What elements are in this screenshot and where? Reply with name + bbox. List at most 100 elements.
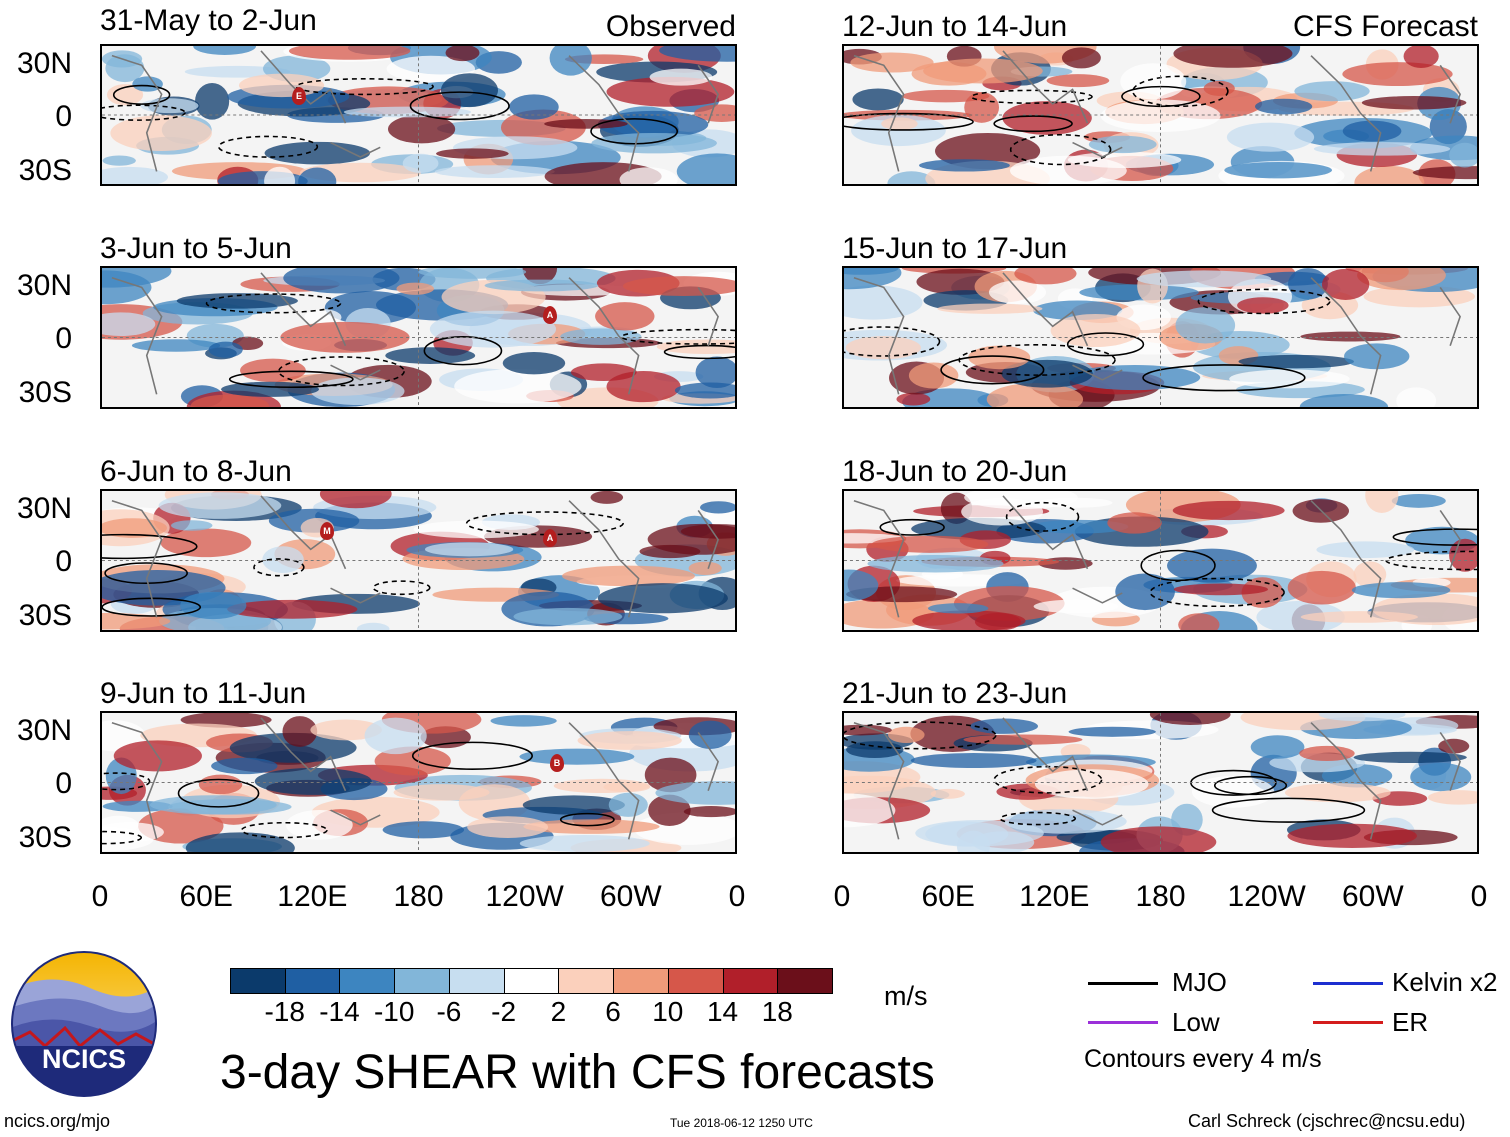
contours-note: Contours every 4 m/s <box>1084 1045 1322 1073</box>
shear-blob <box>844 793 896 828</box>
mjo-contour <box>112 84 171 105</box>
shear-blob <box>264 141 371 165</box>
lon-label-1-2: 60E <box>179 880 233 913</box>
legend-line-low <box>1088 1021 1158 1024</box>
mjo-contour <box>1005 501 1080 532</box>
shear-blob <box>1167 548 1257 583</box>
shear-blob <box>1357 268 1446 291</box>
shear-blob <box>102 815 139 835</box>
lon-label-2-2: 60E <box>921 880 975 913</box>
shear-blob <box>282 716 318 747</box>
shear-blob <box>193 46 257 55</box>
colorbar-label: -18 <box>264 996 305 1027</box>
mjo-contour <box>278 356 405 387</box>
mjo-contour <box>940 355 1045 385</box>
lat-label-1-3: 30S <box>18 154 72 187</box>
colorbar-swatch <box>558 968 615 994</box>
shear-blob <box>509 94 559 120</box>
shear-blob <box>961 497 1044 526</box>
shear-blob <box>364 717 427 755</box>
shear-blob <box>1449 538 1477 572</box>
lat-label-1-2: 0 <box>55 100 72 133</box>
shear-blob <box>208 341 243 358</box>
shear-blob <box>1100 826 1217 852</box>
shear-blob <box>102 312 156 337</box>
colorbar-swatch <box>722 968 779 994</box>
shear-blob <box>844 285 923 320</box>
colorbar-label: 14 <box>706 996 739 1027</box>
map-panel-fcst-4 <box>842 711 1479 854</box>
map-shading <box>844 268 1477 407</box>
shear-blob <box>908 362 959 389</box>
lon-label-2-5: 120W <box>1227 880 1306 913</box>
shear-blob <box>606 371 681 403</box>
map-shading <box>844 46 1477 184</box>
shear-blob <box>1287 570 1356 605</box>
shear-blob <box>434 165 555 179</box>
shear-blob <box>577 731 682 750</box>
lon-label-2-4: 180 <box>1135 880 1186 913</box>
shear-blob <box>1342 120 1402 142</box>
shear-blob <box>1256 600 1345 630</box>
mjo-contour <box>295 78 434 96</box>
map-shading <box>102 713 735 852</box>
shear-blob <box>597 583 728 614</box>
mjo-contour <box>999 811 1077 826</box>
shear-blob <box>198 774 243 795</box>
mjo-contour <box>844 326 941 357</box>
shear-blob <box>590 491 624 504</box>
footer-url[interactable]: ncics.org/mjo <box>4 1111 111 1131</box>
colorbar-swatch <box>503 968 560 994</box>
mjo-contour <box>104 562 188 585</box>
panel-title-obs-3: 6-Jun to 8-Jun <box>100 455 292 488</box>
shear-blob <box>1365 491 1399 513</box>
shear-blob <box>102 612 171 630</box>
storm-marker-b: B <box>550 754 564 772</box>
shear-blob <box>429 310 557 348</box>
mjo-contour <box>177 778 260 808</box>
map-panel-obs-3 <box>100 489 737 632</box>
shear-blob <box>1342 62 1453 87</box>
shear-blob <box>1427 790 1477 805</box>
shear-blob <box>436 148 509 159</box>
shear-blob <box>553 778 650 793</box>
shear-blob <box>467 816 549 839</box>
shear-blob <box>597 110 709 139</box>
shear-blob <box>1149 713 1231 725</box>
mjo-contour <box>993 115 1073 133</box>
shear-blob <box>522 795 625 815</box>
lat-label-2-2: 0 <box>55 322 72 355</box>
shear-blob <box>1344 343 1410 370</box>
legend-line-mjo <box>1088 982 1158 985</box>
shear-blob <box>356 622 390 630</box>
shear-blob <box>229 732 357 763</box>
lat-label-2-1: 30N <box>16 269 72 302</box>
lon-label-1-5: 120W <box>485 880 564 913</box>
colorbar-swatch <box>667 968 724 994</box>
shear-blob <box>1136 270 1272 288</box>
shear-blob <box>1318 713 1406 722</box>
storm-marker-e: E <box>292 87 306 105</box>
lon-label-2-1: 0 <box>833 880 851 913</box>
shear-blob <box>132 76 163 92</box>
mjo-contour <box>663 344 735 360</box>
figure-title: 3-day SHEAR with CFS forecasts <box>220 1046 935 1099</box>
lon-label-1-4: 180 <box>393 880 444 913</box>
shear-blob <box>888 726 925 743</box>
shear-blob <box>688 561 722 575</box>
shear-blob <box>970 718 1038 734</box>
storm-marker-a-2: A <box>543 529 557 547</box>
map-shading <box>102 268 735 407</box>
mjo-contour <box>102 533 198 560</box>
shear-blob <box>1299 745 1355 762</box>
shear-blob <box>160 528 252 558</box>
shear-blob <box>844 599 934 629</box>
shear-blob <box>1014 268 1077 285</box>
shear-blob <box>1250 735 1305 759</box>
shear-blob <box>608 792 648 817</box>
shear-blob <box>440 73 498 108</box>
shear-blob <box>211 757 278 775</box>
coastline <box>111 50 719 172</box>
shear-blob <box>1284 783 1391 803</box>
shear-blob <box>1178 613 1220 630</box>
